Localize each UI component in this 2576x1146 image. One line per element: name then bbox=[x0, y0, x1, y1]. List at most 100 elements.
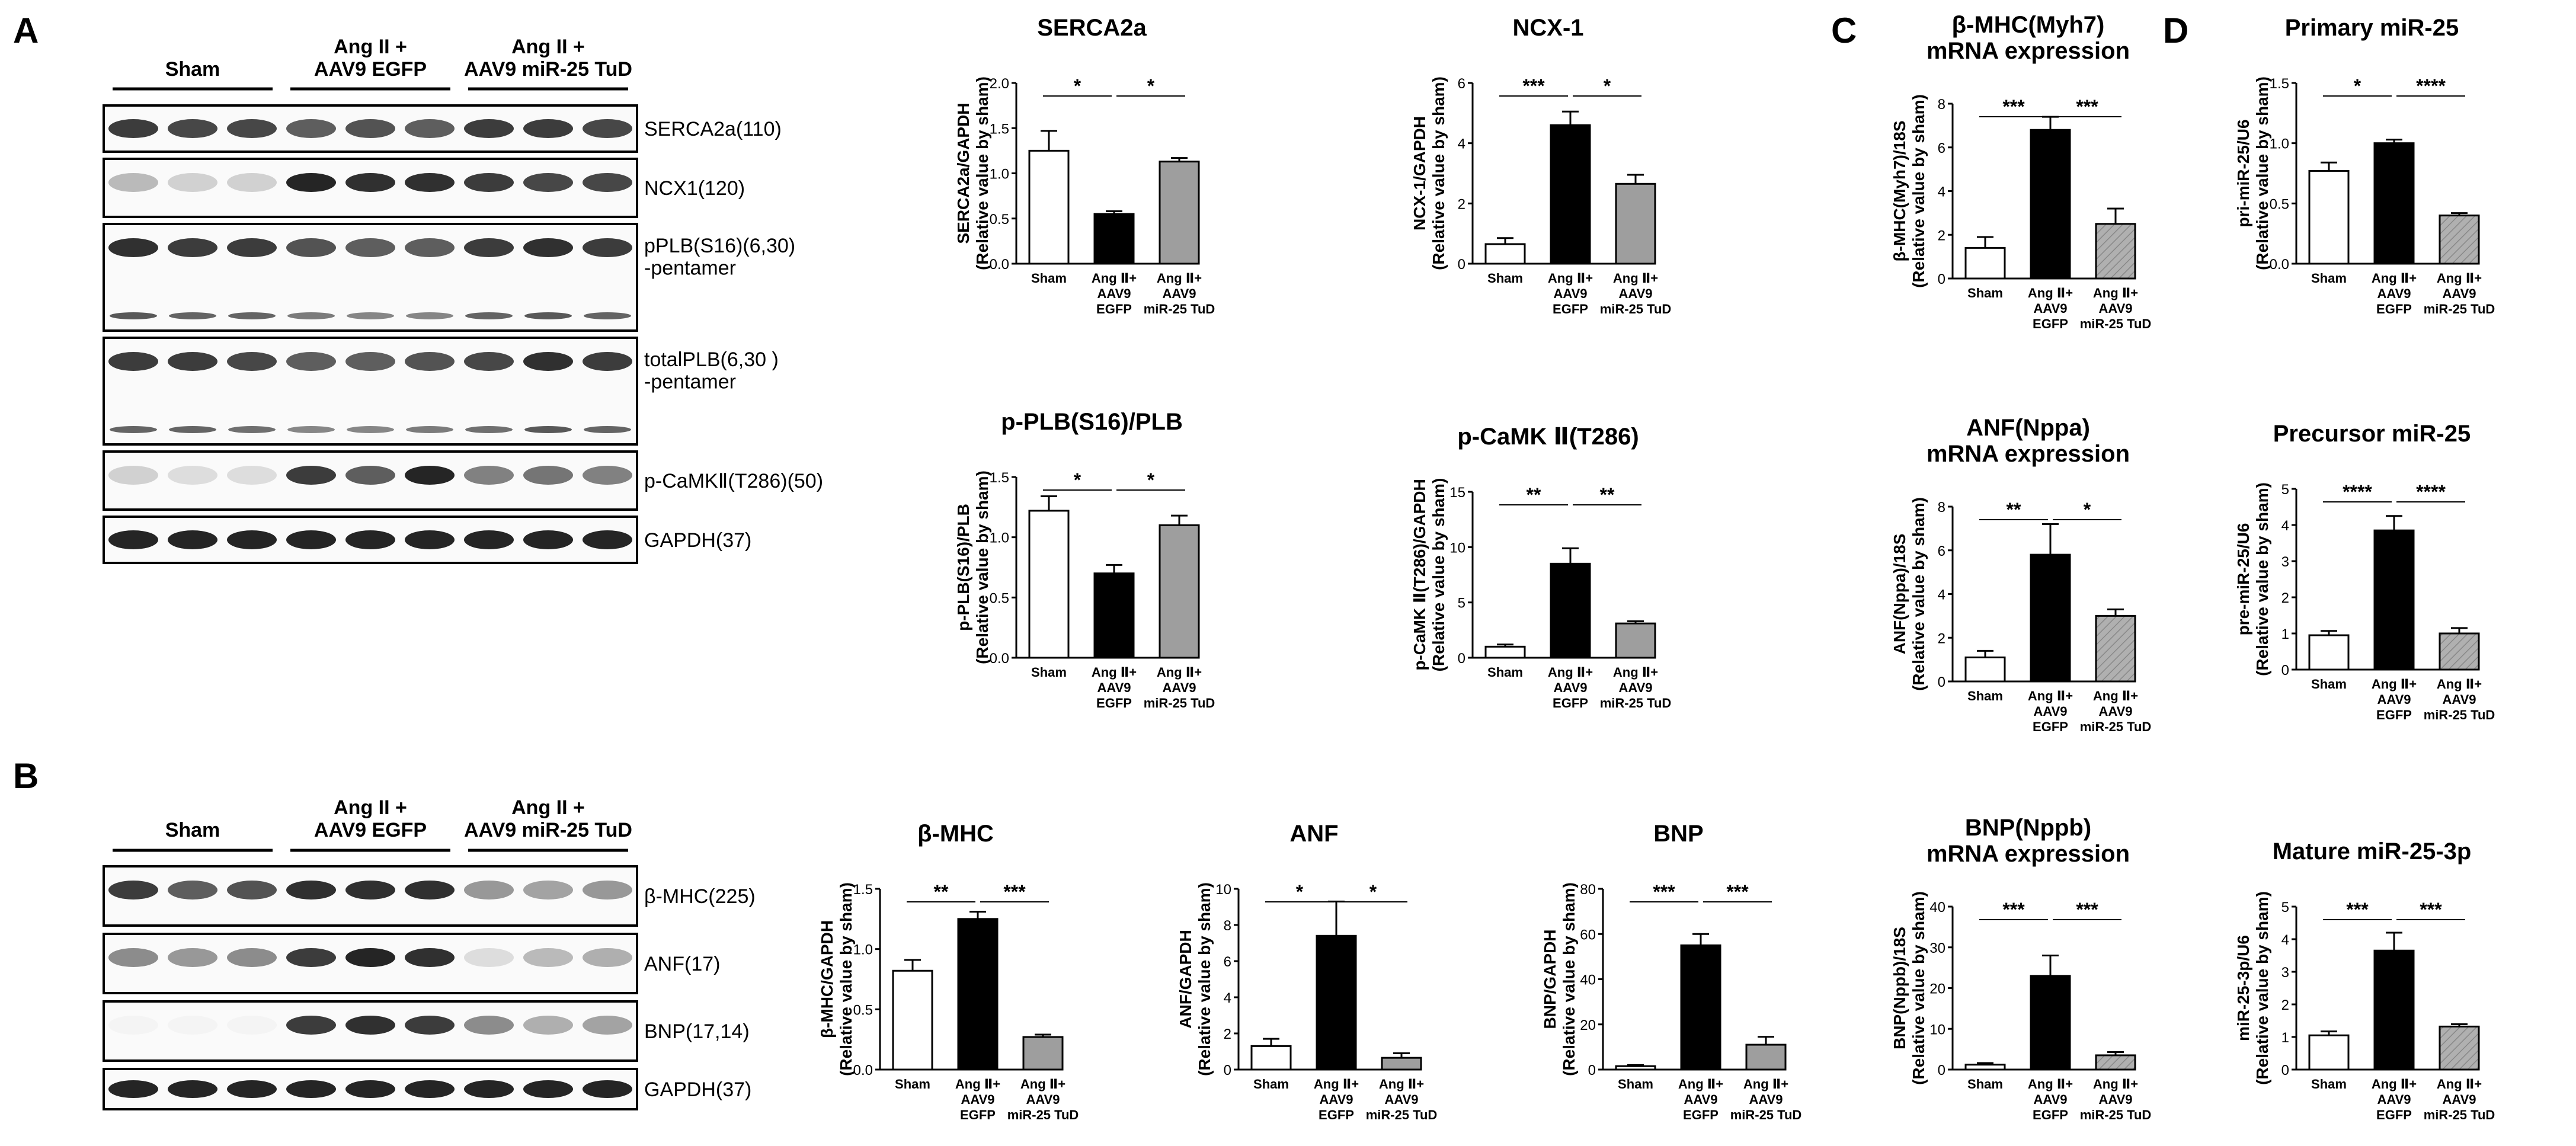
band bbox=[168, 173, 217, 192]
band bbox=[464, 530, 514, 549]
band bbox=[168, 466, 217, 485]
significance-label: * bbox=[1074, 469, 1081, 491]
significance-label: * bbox=[2354, 75, 2361, 97]
x-tick-label: Ang Ⅱ+ bbox=[1613, 271, 1658, 286]
band bbox=[584, 426, 631, 433]
y-tick-label: 1.5 bbox=[2270, 76, 2289, 92]
chart-title: β-MHC(Myh7) mRNA expression bbox=[1927, 12, 2130, 64]
y-tick-label: 5 bbox=[2281, 899, 2289, 915]
x-tick-label: Ang Ⅱ+ bbox=[955, 1077, 1000, 1091]
x-tick-label: miR-25 TuD bbox=[1600, 696, 1672, 710]
x-tick-label: AAV9 bbox=[1162, 680, 1196, 695]
band bbox=[523, 119, 573, 138]
x-tick-label: Sham bbox=[1967, 689, 2003, 703]
y-axis-label: miR-25-3p/U6(Relative value by sham) bbox=[2234, 891, 2271, 1085]
bar-chart: NCX-1 0 2 4 6 NCX-1/GAPDH(Relative value by s… bbox=[1410, 15, 1671, 316]
x-tick-label: Ang Ⅱ+ bbox=[2372, 271, 2417, 286]
bar bbox=[2308, 169, 2350, 265]
y-axis-label: SERCA2a/GAPDH(Relative value by sham) bbox=[954, 76, 991, 270]
bar-chart: p-PLB(S16)/PLB 0.0 0.5 1.0 1.5p-PLB(S16)/PLB… bbox=[954, 409, 1215, 710]
bar bbox=[1093, 213, 1135, 265]
chart-title: p-CaMK Ⅱ(T286) bbox=[1457, 424, 1639, 450]
x-tick-label: Ang Ⅱ+ bbox=[2028, 1077, 2073, 1091]
band bbox=[227, 1016, 277, 1035]
x-tick-label: AAV9 bbox=[2098, 1092, 2132, 1107]
band bbox=[108, 352, 158, 371]
panel-label-a: A bbox=[13, 11, 39, 50]
band-label: GAPDH(37) bbox=[644, 1078, 751, 1101]
x-tick-label: EGFP bbox=[960, 1107, 996, 1122]
band bbox=[464, 948, 514, 967]
y-tick-label: 4 bbox=[1458, 136, 1465, 152]
band-label: BNP(17,14) bbox=[644, 1020, 750, 1043]
x-tick-label: EGFP bbox=[2376, 1107, 2412, 1122]
y-tick-label: 1.5 bbox=[990, 121, 1009, 137]
band-label: p-CaMKⅡ(T286)(50) bbox=[644, 470, 823, 492]
bar-chart: ANF(Nppa) mRNA expression 0 2 4 6 8 ANF(Nppa)/1… bbox=[1890, 415, 2151, 734]
y-tick-label: 8 bbox=[1938, 97, 1945, 113]
x-tick-label: EGFP bbox=[2033, 316, 2068, 331]
band bbox=[227, 881, 277, 899]
bar bbox=[1028, 510, 1070, 659]
x-tick-label: miR-25 TuD bbox=[2080, 719, 2152, 734]
y-tick-label: 0.5 bbox=[990, 590, 1009, 606]
band bbox=[406, 426, 453, 433]
x-tick-label: AAV9 bbox=[2377, 1092, 2411, 1107]
y-tick-label: 0.0 bbox=[990, 257, 1009, 273]
y-tick-label: 0.5 bbox=[853, 1002, 873, 1018]
x-tick-label: AAV9 bbox=[2098, 301, 2132, 316]
x-tick-label: Ang Ⅱ+ bbox=[1092, 665, 1137, 680]
y-axis-label: β-MHC(Myh7)/18S(Relative value by sham) bbox=[1890, 94, 1928, 288]
x-tick-label: Sham bbox=[1967, 286, 2003, 300]
bar bbox=[1615, 183, 1656, 265]
band bbox=[345, 238, 395, 257]
band bbox=[464, 1016, 514, 1035]
bar bbox=[2095, 223, 2136, 280]
band bbox=[405, 948, 455, 967]
group-label: AAV9 EGFP bbox=[314, 58, 427, 81]
x-tick-label: miR-25 TuD bbox=[2424, 1107, 2495, 1122]
band bbox=[286, 119, 336, 138]
y-tick-label: 2.0 bbox=[990, 76, 1009, 92]
band bbox=[347, 312, 394, 319]
bar bbox=[2439, 632, 2480, 671]
significance-label: ** bbox=[934, 881, 949, 902]
band-label: ANF(17) bbox=[644, 953, 720, 975]
x-tick-label: Ang Ⅱ+ bbox=[2372, 677, 2417, 692]
y-tick-label: 1.0 bbox=[990, 530, 1009, 546]
band bbox=[286, 173, 336, 192]
x-tick-label: Sham bbox=[1618, 1077, 1653, 1091]
band bbox=[523, 881, 573, 899]
bar bbox=[1964, 1064, 2006, 1071]
y-tick-label: 10 bbox=[1215, 882, 1231, 898]
x-tick-label: EGFP bbox=[1553, 302, 1588, 316]
x-tick-label: AAV9 bbox=[2098, 704, 2132, 719]
significance-label: * bbox=[1369, 881, 1377, 902]
y-tick-label: 0 bbox=[1938, 674, 1945, 690]
x-tick-label: AAV9 bbox=[2033, 1092, 2067, 1107]
x-tick-label: Ang Ⅱ+ bbox=[1548, 271, 1593, 286]
y-tick-label: 5 bbox=[2281, 482, 2289, 498]
x-tick-label: EGFP bbox=[1096, 302, 1132, 316]
y-tick-label: 8 bbox=[1224, 918, 1231, 934]
band bbox=[168, 119, 217, 138]
x-tick-label: Ang Ⅱ+ bbox=[2437, 1077, 2482, 1091]
panel-label-b: B bbox=[13, 756, 39, 796]
significance-label: *** bbox=[2002, 96, 2025, 117]
group-label: AAV9 miR-25 TuD bbox=[464, 58, 632, 81]
x-tick-label: miR-25 TuD bbox=[2080, 1107, 2152, 1122]
band bbox=[168, 1016, 217, 1035]
y-tick-label: 30 bbox=[1929, 940, 1945, 956]
y-tick-label: 4 bbox=[1938, 587, 1945, 603]
bar bbox=[957, 918, 999, 1071]
y-axis-label: β-MHC/GAPDH(Relative value by sham) bbox=[818, 882, 855, 1076]
band bbox=[169, 312, 216, 319]
significance-label: * bbox=[2084, 499, 2091, 520]
significance-label: * bbox=[1147, 469, 1155, 491]
y-tick-label: 2 bbox=[2281, 590, 2289, 606]
band bbox=[108, 1080, 158, 1098]
bar bbox=[1484, 645, 1526, 659]
bar bbox=[2030, 129, 2071, 280]
x-tick-label: AAV9 bbox=[1026, 1092, 1060, 1107]
y-tick-label: 20 bbox=[1580, 1017, 1596, 1033]
